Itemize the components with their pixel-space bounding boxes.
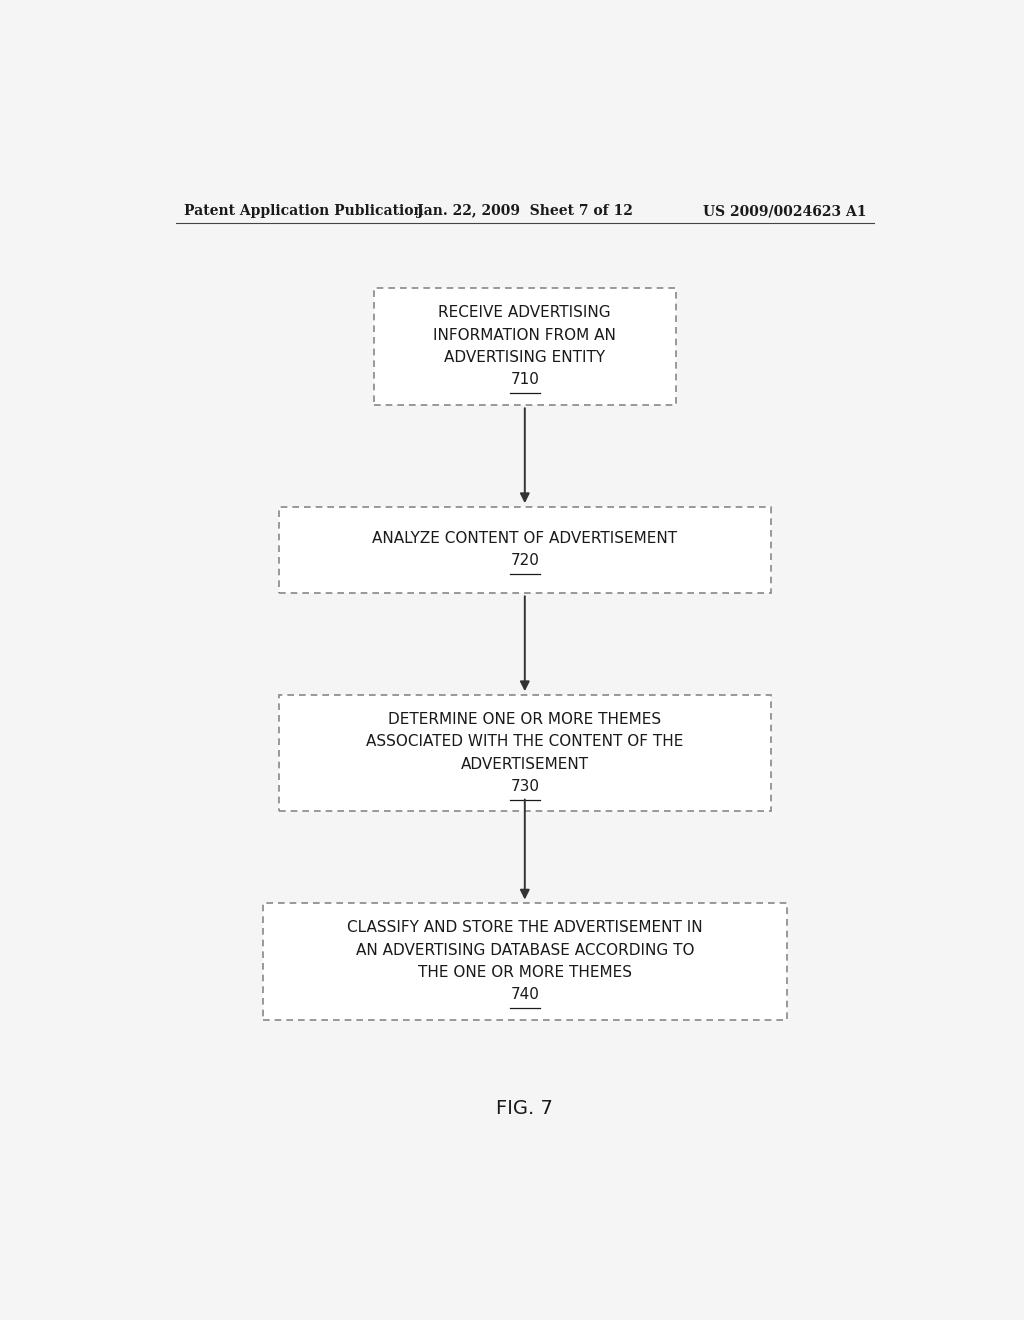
FancyBboxPatch shape	[374, 288, 676, 405]
Text: 730: 730	[510, 779, 540, 795]
Text: Jan. 22, 2009  Sheet 7 of 12: Jan. 22, 2009 Sheet 7 of 12	[417, 205, 633, 218]
Text: US 2009/0024623 A1: US 2009/0024623 A1	[702, 205, 866, 218]
FancyBboxPatch shape	[279, 694, 771, 812]
Text: ANALYZE CONTENT OF ADVERTISEMENT: ANALYZE CONTENT OF ADVERTISEMENT	[373, 531, 677, 546]
Text: ADVERTISEMENT: ADVERTISEMENT	[461, 756, 589, 772]
Text: ASSOCIATED WITH THE CONTENT OF THE: ASSOCIATED WITH THE CONTENT OF THE	[367, 734, 683, 750]
Text: 710: 710	[510, 372, 540, 388]
Text: AN ADVERTISING DATABASE ACCORDING TO: AN ADVERTISING DATABASE ACCORDING TO	[355, 942, 694, 958]
Text: Patent Application Publication: Patent Application Publication	[183, 205, 423, 218]
Text: INFORMATION FROM AN: INFORMATION FROM AN	[433, 327, 616, 343]
Text: RECEIVE ADVERTISING: RECEIVE ADVERTISING	[438, 305, 611, 321]
Text: 720: 720	[510, 553, 540, 569]
Text: 740: 740	[510, 987, 540, 1002]
FancyBboxPatch shape	[279, 507, 771, 593]
FancyBboxPatch shape	[263, 903, 786, 1020]
Text: CLASSIFY AND STORE THE ADVERTISEMENT IN: CLASSIFY AND STORE THE ADVERTISEMENT IN	[347, 920, 702, 936]
Text: ADVERTISING ENTITY: ADVERTISING ENTITY	[444, 350, 605, 366]
Text: THE ONE OR MORE THEMES: THE ONE OR MORE THEMES	[418, 965, 632, 979]
Text: FIG. 7: FIG. 7	[497, 1100, 553, 1118]
Text: DETERMINE ONE OR MORE THEMES: DETERMINE ONE OR MORE THEMES	[388, 711, 662, 727]
